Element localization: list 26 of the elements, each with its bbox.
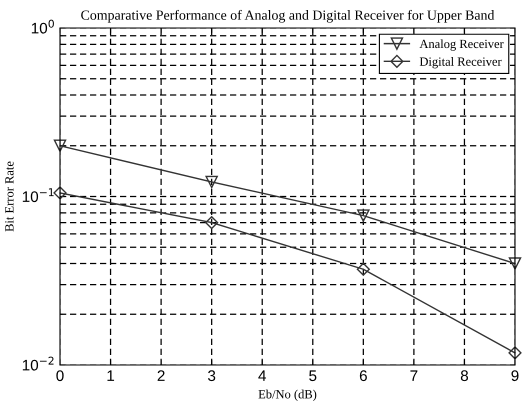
point [508,346,522,360]
y-tick-label: 10$^{−1}$ [22,188,54,202]
x-tick-label: 1 [107,370,114,381]
y-axis-title: Bit Error Rate [5,162,14,232]
point [54,140,66,152]
point [205,176,218,188]
x-tick-label: 8 [460,370,468,382]
point [356,262,370,276]
legend-label: Analog Receiver [420,39,504,51]
x-tick-label: 4 [258,370,266,381]
x-tick-label: 7 [410,370,418,381]
point [205,216,218,230]
x-tick-label: 5 [309,370,316,382]
y-tick-label: 10$^{0}$ [32,20,54,34]
point [508,257,522,270]
y-tick-label: 10$^{−2}$ [22,356,54,371]
x-tick-label: 3 [208,370,216,382]
x-tick-label: 0 [56,370,64,382]
chart-title: Comparative Performance of Analog and Digital Receiver for Upper Band [81,10,494,23]
x-tick-label: 2 [158,370,165,381]
x-tick-label: 6 [360,370,367,382]
point [53,186,67,200]
x-tick-label: 9 [511,370,519,382]
x-axis-title: Eb/No (dB) [258,390,316,401]
legend-label: Digital Receiver [420,57,502,68]
point [357,209,370,222]
